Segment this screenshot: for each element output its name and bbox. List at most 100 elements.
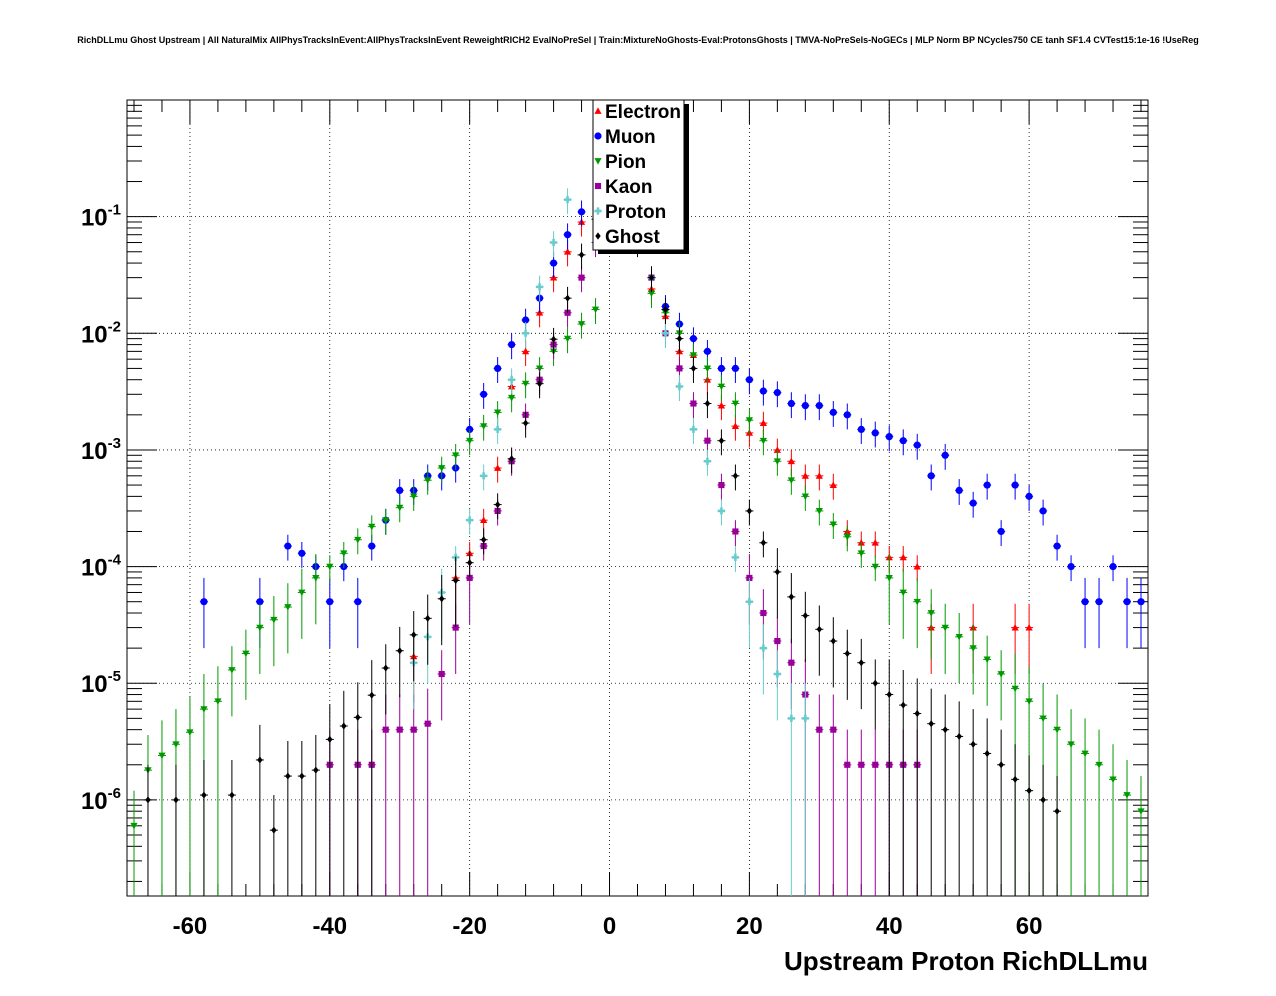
data-point <box>396 504 404 512</box>
data-point <box>424 477 432 484</box>
data-point <box>1039 507 1047 515</box>
data-point <box>1123 598 1131 606</box>
data-point <box>326 598 334 606</box>
data-point <box>1067 562 1075 571</box>
data-point <box>689 352 698 359</box>
data-point <box>396 486 404 494</box>
data-point <box>1053 542 1061 550</box>
data-point <box>913 562 921 570</box>
data-point <box>787 399 795 408</box>
data-point <box>773 670 781 678</box>
data-point <box>577 208 586 216</box>
y-tick-label: 10-5 <box>81 668 121 698</box>
data-point <box>201 791 207 799</box>
data-point <box>997 527 1005 536</box>
data-point <box>661 329 670 337</box>
data-point <box>815 401 823 410</box>
data-point <box>410 493 418 500</box>
data-point <box>801 472 809 479</box>
x-tick-label: 40 <box>876 913 903 940</box>
data-point <box>745 598 753 606</box>
data-point <box>858 659 864 667</box>
data-point <box>731 364 740 373</box>
data-point <box>676 365 683 372</box>
data-point <box>675 382 684 391</box>
data-point <box>955 486 963 494</box>
data-point <box>759 437 767 445</box>
data-point <box>690 400 697 407</box>
x-tick-label: 20 <box>736 913 763 940</box>
data-point <box>913 441 921 449</box>
data-point <box>396 726 403 733</box>
data-point <box>844 649 850 658</box>
data-point <box>1095 761 1103 769</box>
data-point <box>787 714 795 722</box>
data-point <box>1026 787 1032 795</box>
data-point <box>299 772 305 780</box>
legend-box <box>592 99 685 251</box>
data-point <box>746 507 753 515</box>
data-point <box>327 735 333 744</box>
data-point <box>984 749 990 758</box>
data-point <box>871 539 879 546</box>
data-point <box>885 433 893 441</box>
data-point <box>816 625 823 633</box>
data-point <box>871 429 879 437</box>
data-point <box>130 822 138 830</box>
data-point <box>383 664 389 672</box>
legend-label-ghost: Ghost <box>605 227 661 248</box>
x-tick-label: 0 <box>603 913 616 940</box>
legend-label-pion: Pion <box>605 152 646 173</box>
data-point <box>774 568 781 576</box>
data-point <box>549 238 558 247</box>
y-tick-labels: 10-1 10-2 10-3 10-4 10-5 10-6 <box>81 202 122 815</box>
legend: Electron Muon Pion Kaon Proton Ghost <box>592 99 689 254</box>
series-ghost <box>143 207 1062 896</box>
data-point <box>983 481 991 489</box>
data-point <box>872 679 878 687</box>
data-point <box>410 726 417 733</box>
data-point <box>787 477 795 484</box>
data-point <box>998 761 1004 769</box>
data-point <box>522 329 530 337</box>
legend-entries: Electron Muon Pion Kaon Proton Ghost <box>594 102 681 248</box>
data-point <box>452 576 459 585</box>
data-point <box>270 616 278 624</box>
data-point <box>438 670 445 678</box>
data-point <box>899 437 907 445</box>
data-point <box>802 612 809 620</box>
data-point <box>941 624 949 632</box>
data-point <box>816 726 823 733</box>
data-point <box>900 701 906 709</box>
data-point <box>969 499 977 507</box>
data-point <box>480 423 488 430</box>
data-point <box>717 364 726 373</box>
data-point <box>466 437 474 445</box>
data-points <box>129 184 1146 896</box>
data-point <box>969 645 977 652</box>
data-point <box>563 231 572 239</box>
data-point <box>466 516 474 524</box>
legend-marker-kaon <box>594 182 602 190</box>
data-point <box>676 335 683 343</box>
data-point <box>480 536 487 544</box>
data-point <box>801 401 809 410</box>
legend-label-kaon: Kaon <box>605 177 653 198</box>
data-point <box>535 283 544 291</box>
data-point <box>438 595 445 603</box>
data-point <box>494 464 502 471</box>
data-point <box>703 347 712 355</box>
data-point <box>200 706 208 713</box>
data-point <box>1039 715 1047 722</box>
data-point <box>564 294 571 302</box>
data-point <box>298 549 306 557</box>
data-point <box>731 553 740 561</box>
data-point <box>158 752 166 760</box>
data-point <box>172 741 180 748</box>
data-point <box>1081 598 1089 606</box>
data-point <box>983 656 991 664</box>
data-point <box>466 559 473 567</box>
legend-marker-electron <box>594 107 602 114</box>
data-point <box>1025 492 1033 500</box>
data-point <box>955 633 963 641</box>
